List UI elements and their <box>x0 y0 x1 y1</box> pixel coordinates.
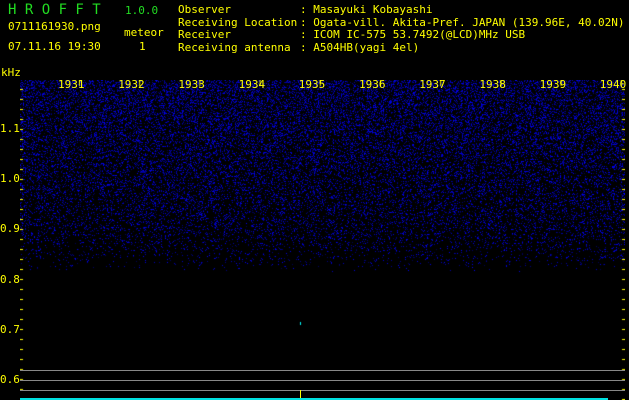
y-tick-label: 0.7 <box>0 322 20 336</box>
info-value: Ogata-vill. Akita-Pref. JAPAN (139.96E, … <box>300 16 624 30</box>
spectrogram <box>20 80 625 400</box>
y-tick-label: 0.8 <box>0 272 20 286</box>
y-tick-label: 0.6 <box>0 373 20 386</box>
info-label: Receiving Location <box>178 15 298 29</box>
x-tick-label: 1937 <box>419 78 446 91</box>
x-tick-label: 1938 <box>479 78 506 91</box>
x-tick-label: 1939 <box>539 78 567 91</box>
x-tick-label: 1932 <box>118 78 145 91</box>
y-tick-label: 1.0 <box>0 172 20 186</box>
info-value: Masayuki Kobayashi <box>300 3 432 17</box>
meteor-count: 1 <box>139 40 146 53</box>
grid-line <box>20 370 625 371</box>
info-label: Receiving antenna <box>178 40 291 54</box>
info-label: Receiver <box>178 28 231 41</box>
meteor-marker <box>300 390 301 400</box>
y-tick-label: 1.1 <box>0 122 20 135</box>
info-label: Observer <box>178 3 231 16</box>
y-tick-label: 0.9 <box>0 222 20 236</box>
x-tick-label: 1933 <box>178 78 205 91</box>
grid-line <box>20 390 625 391</box>
axis-unit: kHz <box>1 66 21 79</box>
file-name: 0711161930.png <box>8 20 101 33</box>
info-value: A504HB(yagi 4el) <box>300 41 419 55</box>
meteor-label: meteor <box>124 26 164 39</box>
app-version: 1.0.0 <box>125 4 159 17</box>
x-tick-label: 1935 <box>298 78 326 91</box>
info-value: ICOM IC-575 53.7492(@LCD)MHz USB <box>300 28 525 42</box>
app-title: H R O F F T <box>8 2 101 18</box>
grid-line <box>20 380 625 381</box>
x-tick-label: 1940 <box>599 78 627 91</box>
meteor-activity-bar <box>20 398 608 400</box>
x-tick-label: 1934 <box>238 78 266 91</box>
x-tick-label: 1931 <box>58 78 85 91</box>
file-datetime: 07.11.16 19:30 <box>8 40 101 53</box>
x-tick-label: 1936 <box>359 78 386 91</box>
